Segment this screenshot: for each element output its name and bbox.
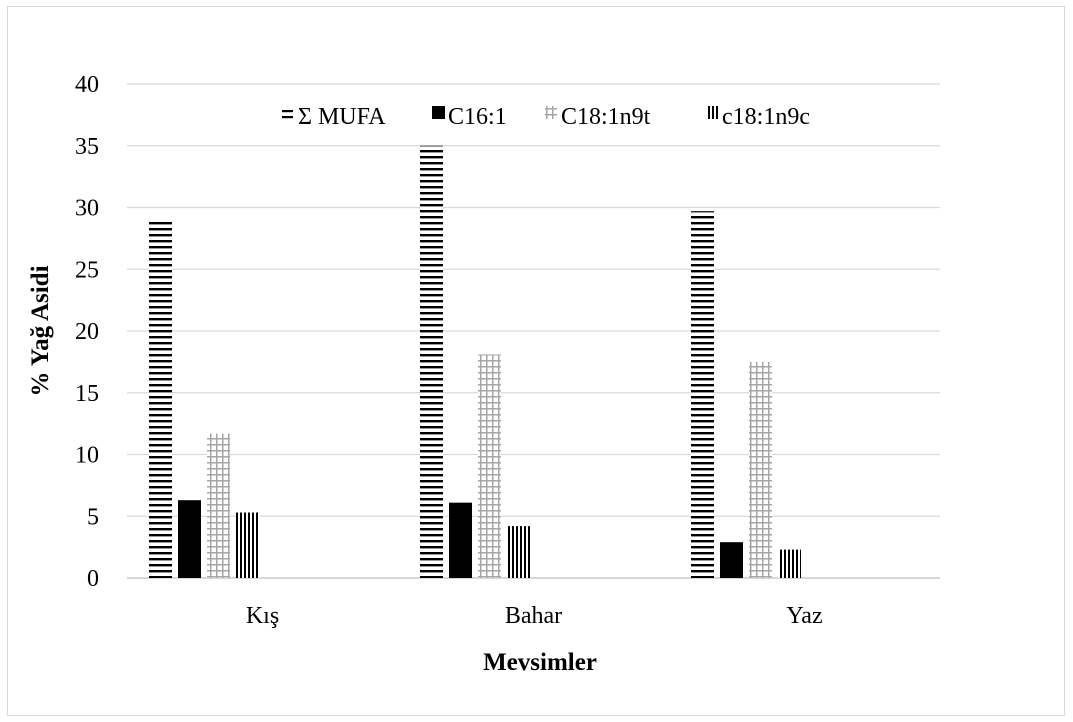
y-tick-label: 15 <box>75 381 99 407</box>
x-axis-categories: Kış Bahar Yaz <box>246 603 823 629</box>
y-tick-label: 10 <box>75 443 99 469</box>
y-tick-label: 25 <box>75 257 99 283</box>
legend-swatch <box>282 110 293 119</box>
gridlines <box>127 83 940 579</box>
bar-4-2 <box>507 526 530 578</box>
bars <box>149 145 801 578</box>
y-tick-label: 5 <box>87 504 99 530</box>
bar-1-3 <box>691 211 714 578</box>
chart-frame <box>7 6 1065 716</box>
bar-1-1 <box>149 219 172 578</box>
x-axis-title: Mevsimler <box>483 649 597 676</box>
legend-swatch <box>545 106 557 119</box>
y-tick-label: 20 <box>75 319 99 345</box>
bar-3-3 <box>749 361 772 578</box>
bar-3-2 <box>478 354 501 578</box>
legend-label: C16:1 <box>448 104 507 130</box>
y-tick-label: 0 <box>87 566 99 592</box>
bar-2-1 <box>178 500 201 578</box>
bar-2-3 <box>720 542 743 578</box>
x-category-label: Bahar <box>505 603 562 629</box>
legend-label: c18:1n9c <box>722 104 810 130</box>
legend-swatch <box>706 106 718 119</box>
legend-swatch <box>432 106 445 119</box>
y-tick-label: 35 <box>75 134 99 160</box>
bar-4-1 <box>236 512 259 578</box>
bar-3-1 <box>207 433 230 578</box>
y-tick-label: 40 <box>75 72 99 98</box>
bar-2-2 <box>449 502 472 578</box>
y-axis-title: % Yağ Asidi <box>27 265 54 396</box>
bar-4-3 <box>778 549 801 578</box>
x-category-label: Yaz <box>786 603 822 629</box>
y-axis-ticks: 0 5 10 15 20 25 30 35 40 <box>75 72 99 592</box>
y-tick-label: 30 <box>75 196 99 222</box>
x-category-label: Kış <box>246 603 279 629</box>
legend-label: C18:1n9t <box>561 104 651 130</box>
legend-label: Σ MUFA <box>298 104 386 130</box>
bar-1-2 <box>420 145 443 578</box>
legend: Σ MUFA C16:1 C18:1n9t c18:1n9c <box>282 104 810 130</box>
